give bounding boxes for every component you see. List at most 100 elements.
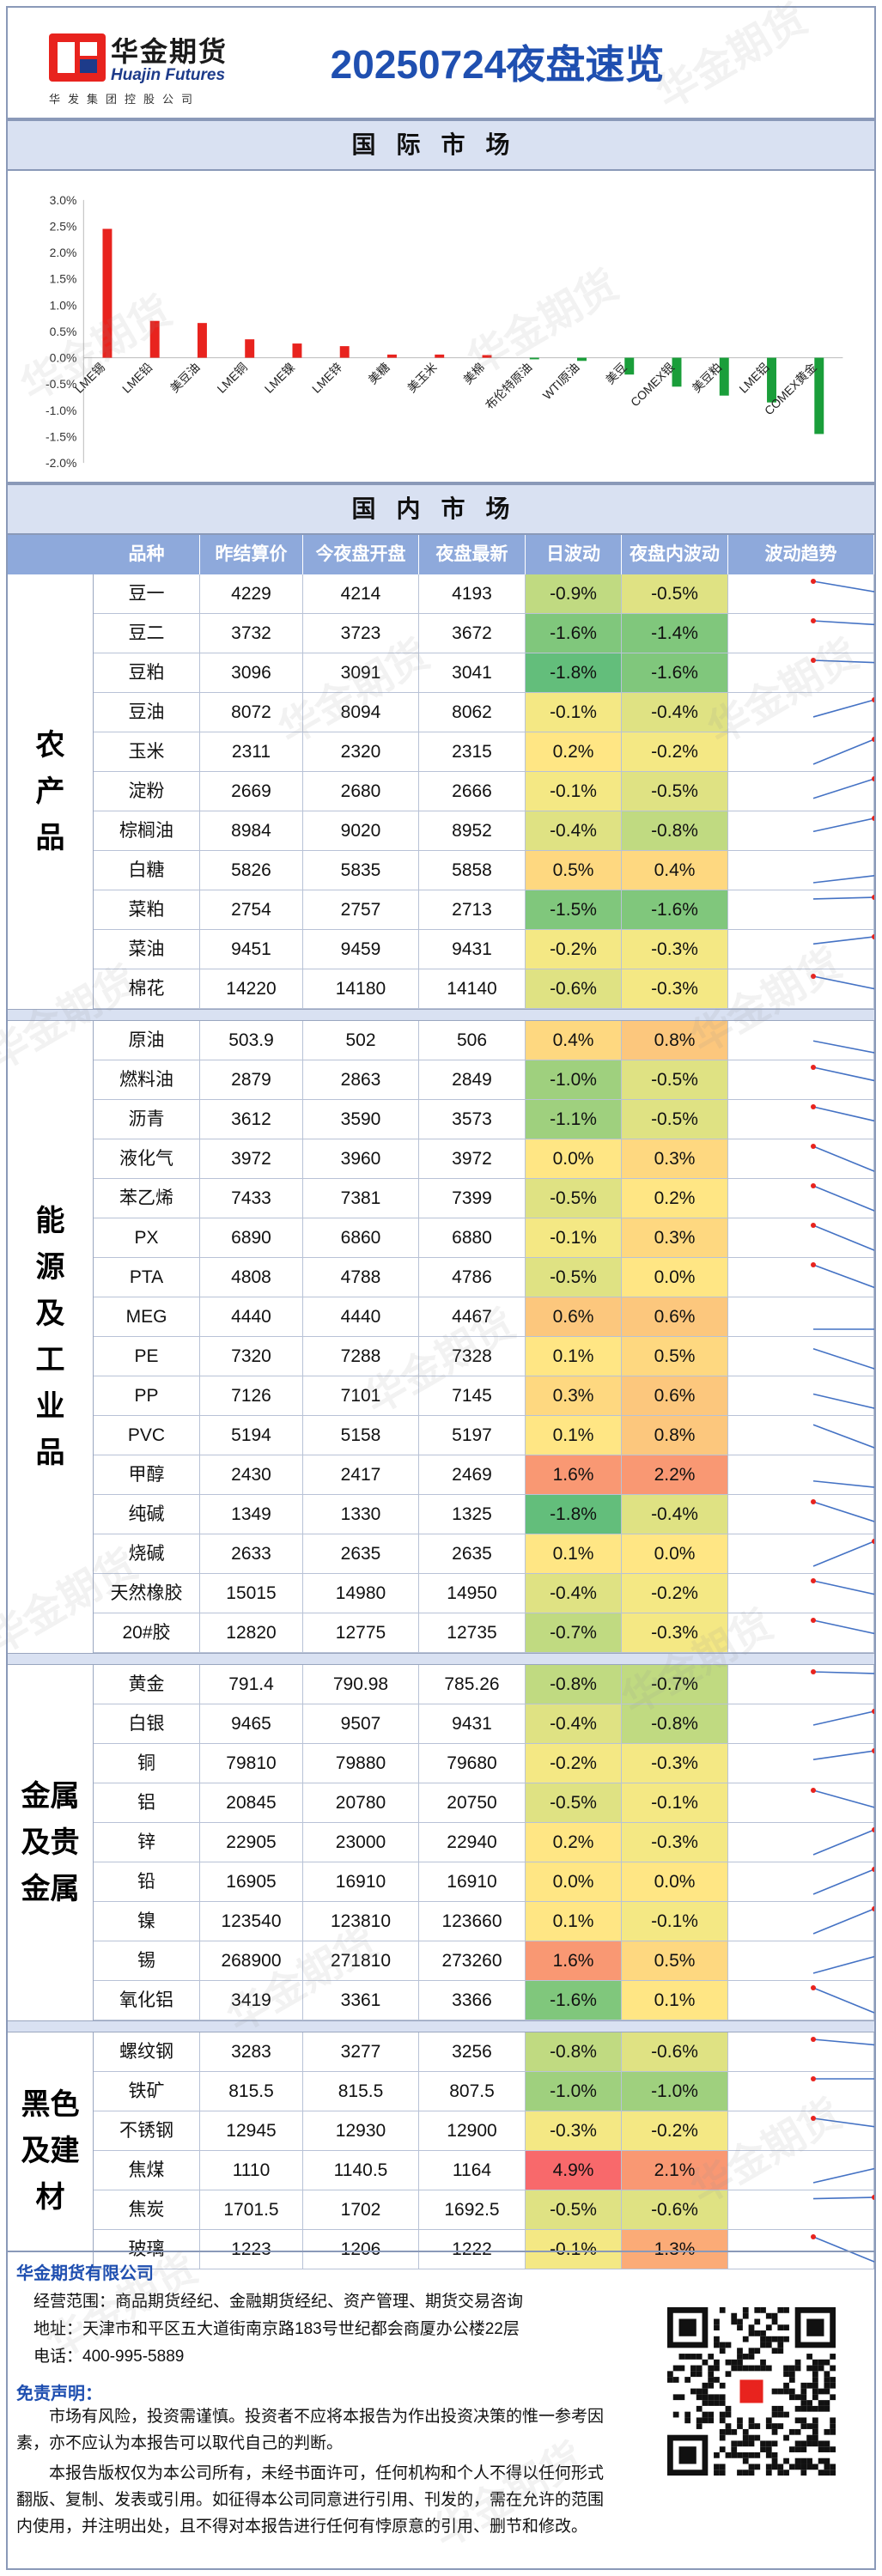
open-cell: 7288 (303, 1337, 419, 1376)
table-row: PTA 4808 4788 4786 -0.5% 0.0% (94, 1258, 874, 1297)
trend-cell (728, 1902, 874, 1941)
logo-subtitle: 华发集团控股公司 (49, 93, 201, 106)
group-label: 黑色 及建材 (8, 2032, 94, 2269)
column-header: 日波动 (526, 535, 622, 574)
table-row: 铝 20845 20780 20750 -0.5% -0.1% (94, 1783, 874, 1823)
sparkline-path (812, 1479, 874, 1488)
night-cell: -0.3% (622, 969, 728, 1008)
open-cell: 23000 (303, 1823, 419, 1862)
settle-cell: 12820 (200, 1613, 303, 1652)
open-cell: 3277 (303, 2032, 419, 2071)
sparkline-high-marker (810, 1788, 816, 1793)
sparkline-high-marker (810, 1144, 816, 1149)
open-cell: 3723 (303, 614, 419, 653)
night-cell: -0.2% (622, 2111, 728, 2150)
open-cell: 8094 (303, 693, 419, 732)
trend-cell (728, 1258, 874, 1297)
group-label: 能源及工业品 (8, 1021, 94, 1653)
name-cell: 豆油 (94, 693, 200, 732)
table-row: 苯乙烯 7433 7381 7399 -0.5% 0.2% (94, 1179, 874, 1218)
sparkline-path (812, 817, 874, 833)
sparkline (810, 1065, 874, 1082)
open-cell: 9507 (303, 1704, 419, 1743)
day-cell: -0.1% (526, 772, 622, 811)
day-cell: -1.8% (526, 653, 622, 692)
day-cell: 0.0% (526, 1862, 622, 1901)
sparkline (810, 579, 874, 593)
sparkline-high-marker (871, 934, 874, 939)
sparkline-high-marker (810, 1104, 816, 1109)
open-cell: 2757 (303, 890, 419, 929)
day-cell: -0.7% (526, 1613, 622, 1652)
name-cell: 原油 (94, 1021, 200, 1060)
open-cell: 123810 (303, 1902, 419, 1941)
trend-cell (728, 890, 874, 929)
table-row: 焦炭 1701.5 1702 1692.5 -0.5% -0.6% (94, 2190, 874, 2230)
settle-cell: 791.4 (200, 1665, 303, 1704)
open-cell: 2320 (303, 732, 419, 771)
trend-cell (728, 1337, 874, 1376)
trend-cell (728, 1060, 874, 1099)
settle-cell: 7320 (200, 1337, 303, 1376)
last-cell: 7145 (419, 1376, 526, 1415)
sparkline-path (812, 1868, 874, 1895)
night-cell: 0.8% (622, 1021, 728, 1060)
chart-bar (814, 357, 824, 434)
last-cell: 273260 (419, 1941, 526, 1980)
sparkline-high-marker (871, 697, 874, 702)
last-cell: 14140 (419, 969, 526, 1008)
table-row: 锌 22905 23000 22940 0.2% -0.3% (94, 1823, 874, 1862)
report-header: 华金期货 Huajin Futures 华发集团控股公司 20250724夜盘速… (8, 8, 874, 119)
day-cell: -0.5% (526, 1179, 622, 1218)
trend-cell (728, 969, 874, 1008)
disclaimer-title: 免责声明： (16, 2385, 102, 2403)
sparkline-high-marker (871, 1748, 874, 1753)
sparkline-path (812, 580, 874, 593)
day-cell: -0.5% (526, 1258, 622, 1297)
last-cell: 4193 (419, 574, 526, 613)
open-cell: 79880 (303, 1744, 419, 1783)
last-cell: 3972 (419, 1139, 526, 1178)
open-cell: 3091 (303, 653, 419, 692)
x-category-label: 布伦特原油 (483, 360, 534, 411)
sparkline-path (812, 1829, 874, 1856)
y-tick-label: 0.5% (50, 325, 77, 338)
day-cell: -0.1% (526, 1218, 622, 1257)
name-cell: 玉米 (94, 732, 200, 771)
open-cell: 5158 (303, 1416, 419, 1455)
name-cell: 白银 (94, 1704, 200, 1743)
sparkline-path (812, 1501, 874, 1522)
settle-cell: 12945 (200, 2111, 303, 2150)
sparkline (810, 1262, 874, 1289)
night-cell: -0.8% (622, 811, 728, 850)
last-cell: 3366 (419, 1981, 526, 2020)
company-logo: 华金期货 Huajin Futures 华发集团控股公司 (49, 28, 246, 107)
last-cell: 1164 (419, 2151, 526, 2190)
day-cell: 0.1% (526, 1902, 622, 1941)
trend-cell (728, 1783, 874, 1822)
name-cell: 天然橡胶 (94, 1574, 200, 1613)
trend-cell (728, 1455, 874, 1494)
day-cell: 0.1% (526, 1416, 622, 1455)
table-row: 天然橡胶 15015 14980 14950 -0.4% -0.2% (94, 1574, 874, 1613)
sparkline (812, 1955, 874, 1974)
name-cell: 豆一 (94, 574, 200, 613)
last-cell: 4467 (419, 1297, 526, 1336)
trend-cell (728, 1021, 874, 1060)
day-cell: 0.3% (526, 1376, 622, 1415)
last-cell: 4786 (419, 1258, 526, 1297)
name-cell: PVC (94, 1416, 200, 1455)
last-cell: 6880 (419, 1218, 526, 1257)
sparkline (812, 1479, 874, 1488)
chart-bar (435, 354, 445, 358)
night-cell: 0.3% (622, 1139, 728, 1178)
x-category-label: LME铝 (736, 360, 771, 395)
sparkline-path (812, 1908, 874, 1935)
trend-cell (728, 1613, 874, 1652)
settle-cell: 4808 (200, 1258, 303, 1297)
sparkline (810, 618, 874, 626)
last-cell: 1325 (419, 1495, 526, 1534)
day-cell: -1.5% (526, 890, 622, 929)
open-cell: 5835 (303, 851, 419, 890)
night-cell: -0.1% (622, 1783, 728, 1822)
